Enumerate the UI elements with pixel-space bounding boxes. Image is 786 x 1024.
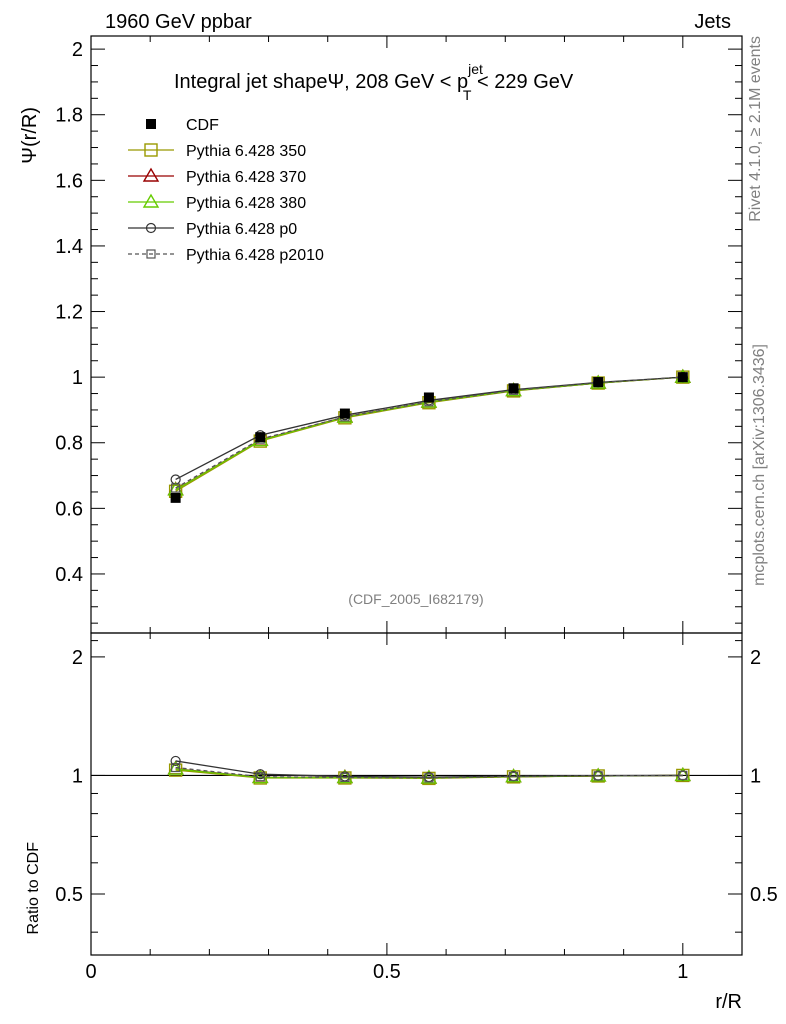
legend-marker [146,119,156,129]
ratio-panel-frame [90,632,743,956]
y-tick-label: 1.4 [55,236,83,258]
rivet-version-label: Rivet 4.1.0, ≥ 2.1M events [747,36,764,222]
ratio-series-pythia-6-428-p2010 [171,762,688,783]
legend-label: Pythia 6.428 350 [186,143,306,160]
legend-label: Pythia 6.428 380 [186,195,306,212]
y-tick-label: 2 [72,39,83,61]
legend: CDF Pythia 6.428 350 Pythia 6.428 370 Pythi… [128,117,324,264]
ratio-tick-label-right: 2 [750,647,761,669]
data-point [508,383,519,394]
y-tick-label: 1 [72,367,83,389]
y-tick-label: 1.8 [55,105,83,127]
series-pythia-6-428-p2010 [171,372,688,493]
ratio-tick-label-right: 0.5 [750,884,778,906]
series-layer [167,368,692,503]
data-point [255,432,266,443]
data-point [423,392,434,403]
data-point [170,492,181,503]
ratio-series-layer [167,755,692,786]
plot-title: Integral jet shapeΨ, 208 GeV < pjet T < 2… [174,61,574,103]
ratio-point [508,771,519,782]
ratio-point [678,770,688,781]
ratio-point [170,755,181,767]
ratio-point [424,773,434,783]
y-tick-label: 0.4 [55,564,83,586]
ratio-point [593,771,603,781]
y-axis-label: Ψ(r/R) [19,107,41,164]
legend-entry: Pythia 6.428 p2010 [128,247,324,264]
legend-entry: CDF [146,117,219,134]
x-axis-label: r/R [715,991,742,1013]
y-tick-label: 0.6 [55,498,83,520]
series-pythia-6-428-350 [168,370,690,498]
mcplots-source-label: mcplots.cern.ch [arXiv:1306.3436] [751,344,768,586]
legend-label: CDF [186,117,219,134]
data-point [677,372,688,383]
data-point [171,483,181,493]
ratio-axis-label: Ratio to CDF [25,842,42,935]
data-point [339,408,350,419]
ratio-point [255,772,265,782]
legend-entry: Pythia 6.428 p0 [128,221,297,238]
y-tick-label: 0.8 [55,433,83,455]
y-tick-label: 1.2 [55,302,83,324]
ratio-tick-label: 0.5 [55,884,83,906]
legend-marker [142,193,160,208]
legend-entry: Pythia 6.428 380 [128,193,306,212]
ratio-point [171,762,181,773]
header-energy-label: 1960 GeV ppbar [105,11,252,33]
legend-entry: Pythia 6.428 370 [128,167,306,186]
legend-label: Pythia 6.428 p0 [186,221,297,238]
data-point [593,377,604,388]
ratio-tick-label: 1 [72,765,83,787]
legend-marker [145,222,157,234]
legend-marker [142,167,160,182]
series-pythia-6-428-p0 [170,372,688,485]
x-tick-label: 0.5 [373,961,401,983]
x-tick-label: 0 [85,961,96,983]
header-process-label: Jets [694,11,731,33]
legend-entry: Pythia 6.428 350 [128,143,306,160]
analysis-tag: (CDF_2005_I682179) [348,591,483,607]
legend-label: Pythia 6.428 p2010 [186,247,324,264]
y-tick-label: 1.6 [55,170,83,192]
legend-marker [146,249,156,259]
x-tick-label: 1 [677,961,688,983]
legend-label: Pythia 6.428 370 [186,169,306,186]
ratio-line [175,760,683,778]
ratio-point [340,772,350,782]
ratio-tick-label: 2 [72,647,83,669]
ratio-line [175,766,683,779]
legend-marker [144,143,158,157]
ticks-layer: 0 0.5 1 0.4 0.6 0.8 1 1.2 1.4 1.6 1.8 2 0.5 0.5 1 1 2 2 [55,36,778,983]
ratio-tick-label-right: 1 [750,765,761,787]
series-pythia-6-428-370 [167,368,692,496]
series-pythia-6-428-380 [167,368,692,496]
series-cdf [170,372,688,503]
